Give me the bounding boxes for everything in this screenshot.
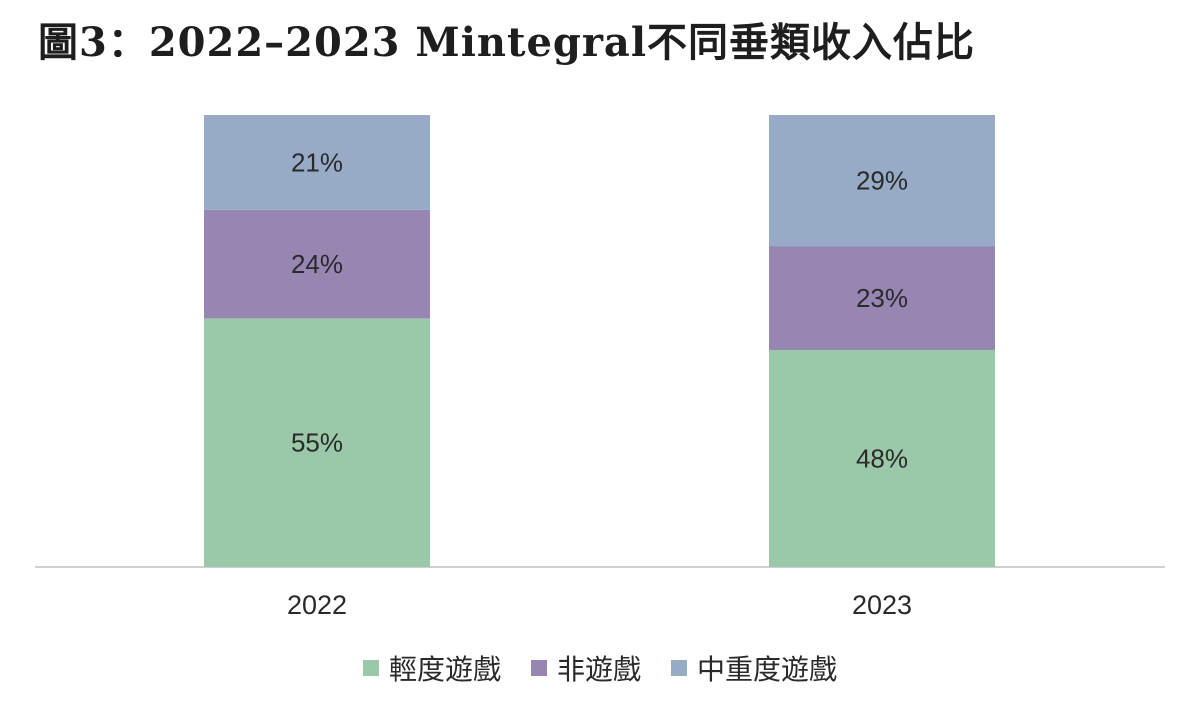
data-label-2022-1: 24% xyxy=(291,249,343,279)
legend-label: 輕度遊戲 xyxy=(388,653,501,686)
data-label-2023-0: 48% xyxy=(856,444,908,474)
legend-label: 中重度遊戲 xyxy=(697,653,838,686)
legend-swatch xyxy=(362,660,379,676)
legend-label: 非遊戲 xyxy=(556,653,641,686)
bar-segment-2023-1 xyxy=(769,246,995,351)
legend-swatch xyxy=(530,660,547,676)
legend-item-0: 輕度遊戲 xyxy=(362,648,501,688)
bar-segment-2022-1 xyxy=(204,209,430,319)
data-label-2023-2: 29% xyxy=(856,166,908,196)
bar-segment-2022-2 xyxy=(204,115,430,210)
legend-swatch xyxy=(671,660,687,676)
bar-segment-2023-2 xyxy=(769,115,995,247)
x-tick-label-2023: 2023 xyxy=(852,590,912,620)
chart-title: 圖3：2022–2023 Mintegral不同垂類收入佔比 xyxy=(38,19,976,66)
legend-item-2: 中重度遊戲 xyxy=(671,648,837,688)
legend-item-1: 非遊戲 xyxy=(530,648,641,688)
legend: 輕度遊戲 非遊戲 中重度遊戲 xyxy=(0,648,1200,688)
data-label-2022-0: 55% xyxy=(291,428,343,458)
x-tick-label-2022: 2022 xyxy=(287,590,347,620)
data-label-2023-1: 23% xyxy=(856,283,908,313)
bar-segment-2022-0 xyxy=(204,318,430,567)
bar-segment-2023-0 xyxy=(769,350,995,567)
data-label-2022-2: 21% xyxy=(291,147,343,177)
stacked-bar-chart: 55% 24% 21% 2022 48% 23% 29% 2023 xyxy=(35,115,1165,620)
